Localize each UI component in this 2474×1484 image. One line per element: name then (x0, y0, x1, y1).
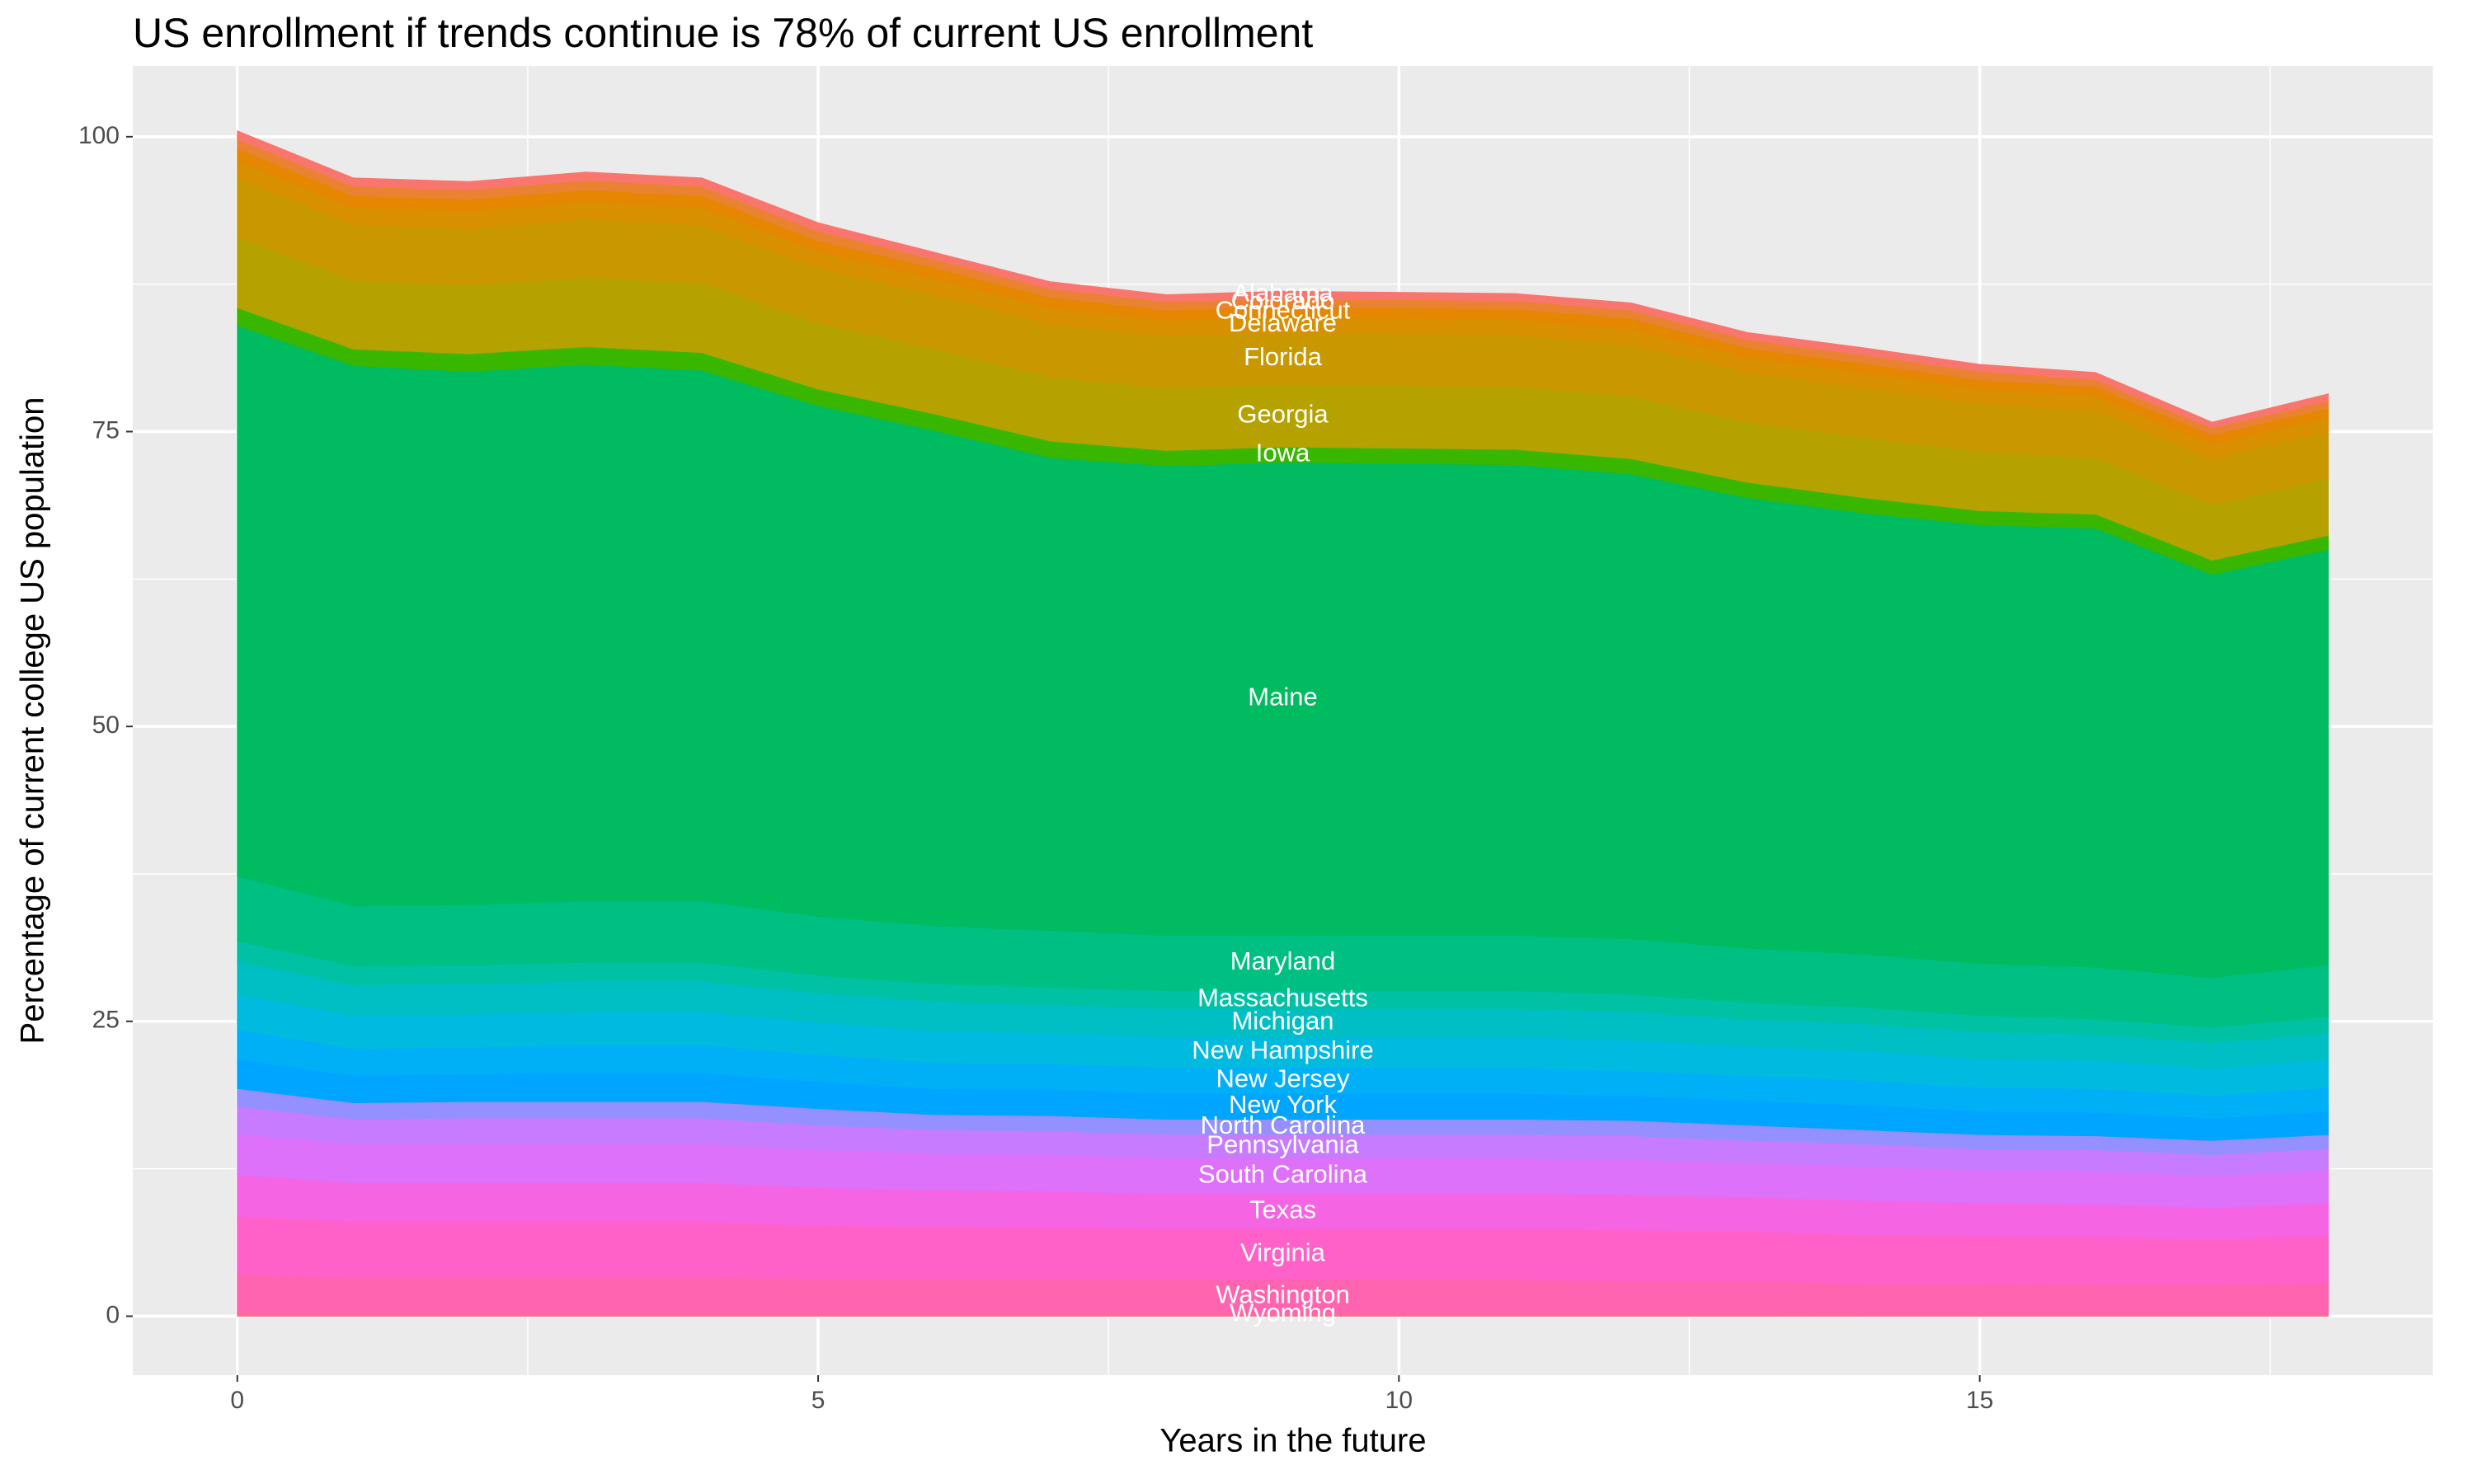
x-axis-title: Years in the future (1159, 1423, 1426, 1459)
y-axis-title: Percentage of current college US populat… (15, 397, 51, 1045)
series-label: North Carolina (1201, 1111, 1366, 1139)
series-label: South Carolina (1198, 1159, 1368, 1188)
x-tick-label: 15 (1966, 1387, 1993, 1414)
series-label: Connecticut (1216, 295, 1351, 324)
series-label: Michigan (1231, 1006, 1333, 1035)
series-label: Iowa (1256, 439, 1310, 467)
y-tick-label: 100 (78, 122, 120, 149)
series-label: Florida (1244, 342, 1323, 371)
series-label: Washington (1216, 1280, 1350, 1308)
series-label: Texas (1249, 1195, 1316, 1223)
series-label: Maryland (1230, 946, 1336, 975)
series-label: Virginia (1240, 1238, 1326, 1267)
series-label: Maine (1248, 683, 1317, 711)
y-tick-label: 75 (92, 416, 120, 444)
x-tick-label: 10 (1385, 1387, 1413, 1414)
series-label: Wyoming (1230, 1298, 1336, 1327)
series-label: New Hampshire (1192, 1036, 1374, 1064)
x-tick-label: 5 (811, 1387, 825, 1414)
series-label: Georgia (1237, 399, 1329, 428)
x-tick-label: 0 (230, 1387, 244, 1414)
series-label: Alabama (1232, 279, 1333, 308)
series-label: Delaware (1229, 308, 1337, 337)
series-label: Pennsylvania (1206, 1130, 1359, 1159)
chart-title: US enrollment if trends continue is 78% … (133, 10, 1313, 56)
series-label: New Jersey (1216, 1064, 1350, 1093)
area (237, 129, 2329, 429)
series-label: New York (1229, 1090, 1337, 1119)
series-label: Massachusetts (1197, 984, 1368, 1012)
y-tick-label: 50 (92, 711, 120, 739)
y-tick-label: 25 (92, 1007, 120, 1034)
series-label: Colorado (1231, 286, 1335, 315)
y-tick-label: 0 (106, 1301, 120, 1328)
